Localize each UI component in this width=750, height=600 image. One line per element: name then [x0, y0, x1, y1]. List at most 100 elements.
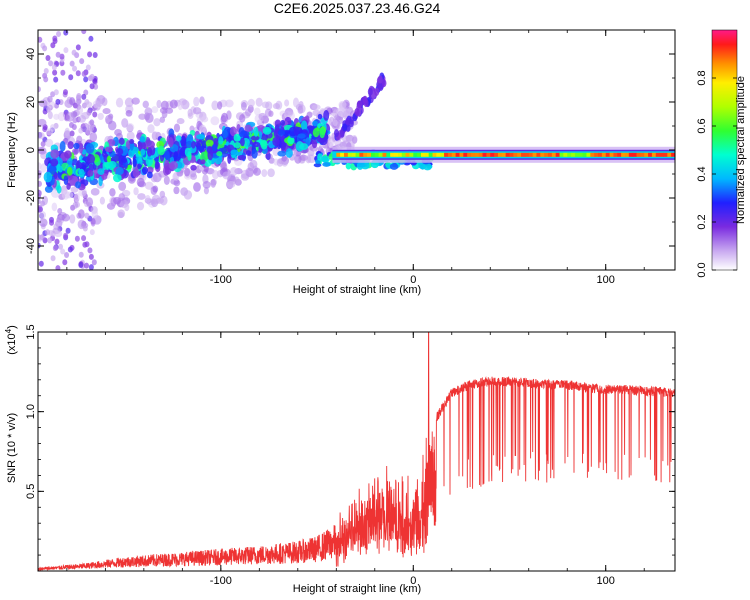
spectrogram-speckle: [81, 70, 87, 77]
spectrogram-faint-blob: [87, 124, 95, 132]
spectrogram-line-core: [624, 152, 630, 157]
spectrogram-blob: [157, 145, 165, 156]
colorbar-tick-label: 0.0: [696, 262, 708, 277]
spectrogram-line-core: [428, 152, 434, 157]
spectrogram-line-core: [617, 152, 622, 157]
spectrogram-arc-blob: [374, 87, 380, 96]
spectrogram-line-core: [640, 152, 645, 157]
spectrogram-transition-blob: [320, 155, 330, 163]
spectrogram-blob: [87, 169, 94, 177]
spectrogram-blob: [293, 126, 300, 136]
spectrogram-faint-blob: [38, 118, 47, 127]
spectrogram-faint-blob: [297, 105, 304, 114]
spectrogram-faint-blob: [97, 112, 104, 121]
spectrogram-faint-blob: [305, 155, 312, 164]
spectrogram-faint-blob: [163, 175, 170, 186]
spectrogram-line-core: [471, 152, 476, 157]
spectrogram-blob: [205, 139, 214, 148]
y-tick-label: 1.0: [25, 404, 37, 419]
spectrogram-faint-blob: [54, 230, 63, 238]
spectrogram-speckle: [63, 47, 69, 54]
spectrogram-faint-blob: [47, 95, 53, 103]
spectrogram-faint-blob: [183, 190, 193, 200]
spectrogram-blob: [98, 176, 103, 187]
spectrogram-speckle: [49, 219, 55, 226]
spectrogram-line-core: [494, 152, 499, 157]
colorbar-tick-label: 0.4: [696, 166, 708, 181]
spectrogram-faint-blob: [211, 100, 219, 111]
spectrogram-faint-blob: [261, 169, 268, 178]
spectrogram-arc-blob: [367, 87, 373, 96]
spectrogram-blob: [56, 185, 62, 194]
spectrogram-speckle: [89, 83, 95, 90]
spectrogram-line-core: [605, 152, 611, 157]
spectrogram-blob: [164, 150, 170, 161]
snr-multiplier-base: (x10: [6, 333, 18, 354]
spectrogram-transition-blob: [345, 162, 352, 170]
spectrogram-blob: [299, 143, 309, 150]
spectrogram-arc-blob: [348, 119, 354, 128]
spectrogram-blob: [140, 148, 146, 156]
spectrogram-blob: [201, 140, 207, 149]
spectrogram-faint-blob: [276, 158, 284, 167]
spectrogram-faint-blob: [38, 234, 43, 242]
spectrogram-faint-blob: [125, 110, 133, 117]
spectrogram-blob: [297, 133, 306, 139]
spectrogram-faint-blob: [48, 100, 56, 109]
x-tick-label: 100: [597, 575, 615, 587]
spectrogram-line-core: [582, 152, 587, 157]
spectrogram-line-core: [455, 152, 460, 157]
spectrogram-speckle: [81, 138, 87, 145]
spectrogram-blob: [85, 143, 95, 155]
spectrogram-faint-blob: [217, 101, 223, 110]
spectrogram-faint-blob: [265, 101, 273, 110]
spectrogram-faint-blob: [39, 211, 47, 219]
spectrogram-faint-blob: [239, 114, 246, 123]
spectrogram-line-core: [540, 152, 545, 157]
spectrogram-faint-blob: [118, 181, 127, 191]
spectrogram-blob: [109, 160, 117, 169]
spectrogram-faint-blob: [99, 196, 105, 205]
spectrogram-faint-blob: [144, 107, 153, 117]
snr-axes: -100 0 100 0.5 1.0 1.5: [25, 324, 675, 587]
spectrogram-faint-blob: [61, 190, 70, 200]
y-tick-label: 20: [25, 96, 37, 108]
spectrogram-line-core: [394, 152, 399, 157]
spectrogram-blob: [184, 147, 191, 157]
spectrogram-faint-blob: [147, 124, 155, 134]
spectrogram-faint-blob: [341, 135, 350, 142]
spectrogram-blob: [244, 124, 252, 133]
x-tick-label: 0: [410, 274, 416, 286]
spectrogram-blob: [73, 142, 80, 150]
spectrogram-line-core: [490, 152, 495, 157]
spectrogram-faint-blob: [102, 107, 111, 115]
spectrogram-transition-blob: [423, 163, 432, 171]
spectrogram-faint-blob: [285, 108, 293, 116]
spectrogram-line-core: [424, 152, 430, 157]
spectrogram-axes: -100 0 100 -40 -20 0 20 40: [25, 29, 675, 286]
spectrogram-blob: [250, 135, 260, 141]
spectrogram-speckle: [85, 64, 91, 71]
spectrogram-blob: [229, 126, 237, 137]
spectrogram-faint-blob: [203, 186, 210, 195]
spectrogram-speckle: [92, 111, 98, 118]
spectrogram-blob: [197, 145, 205, 152]
spectrogram-faint-blob: [183, 167, 191, 177]
spectrogram-speckle: [81, 235, 87, 242]
spectrogram-speckle: [91, 259, 97, 266]
spectrogram-line-core: [355, 152, 360, 157]
spectrogram-speckle: [78, 262, 84, 269]
spectrogram-line-core: [513, 152, 518, 157]
spectrogram-blob: [137, 163, 142, 170]
spectrogram-faint-blob: [45, 138, 54, 148]
spectrogram-blob: [312, 127, 320, 138]
spectrogram-blob: [47, 164, 57, 175]
spectrogram-faint-blob: [47, 111, 53, 120]
spectrogram-line-core: [401, 152, 407, 157]
spectrogram-blob: [97, 168, 105, 175]
spectrogram-faint-blob: [221, 112, 228, 123]
spectrogram-faint-blob: [49, 124, 56, 132]
spectrogram-faint-blob: [138, 113, 147, 120]
spectrogram-blob: [78, 143, 84, 154]
spectrogram-line-core: [594, 152, 599, 157]
